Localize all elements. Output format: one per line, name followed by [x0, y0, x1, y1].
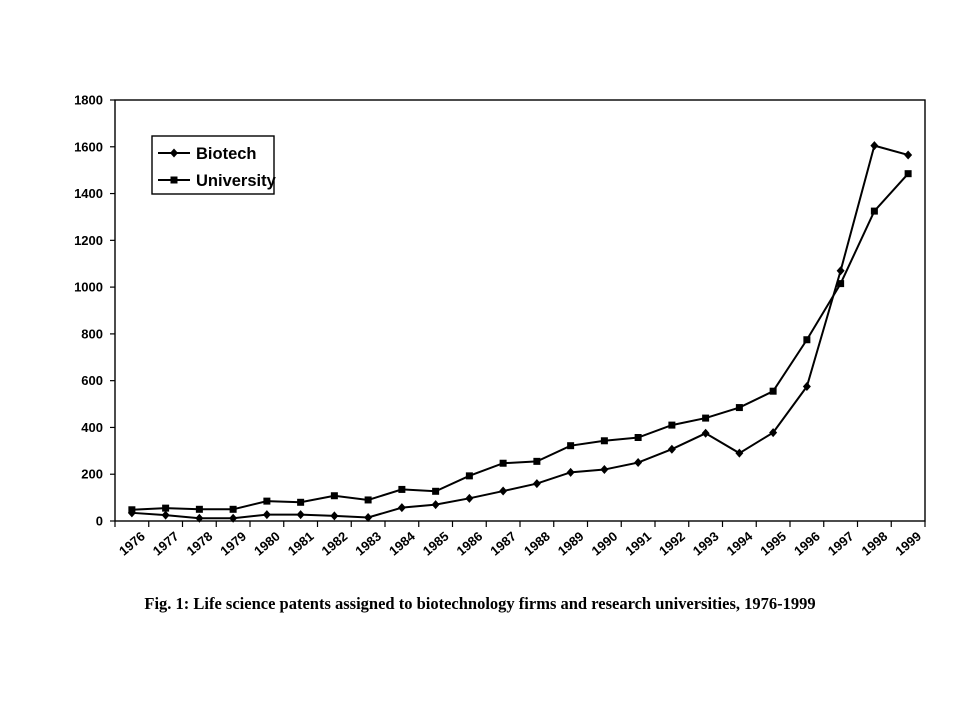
data-point-university: [870, 207, 878, 215]
data-point-biotech: [195, 513, 204, 523]
data-point-biotech: [600, 465, 609, 475]
x-tick-label: 1988: [521, 529, 553, 559]
data-point-university: [533, 457, 541, 465]
data-point-university: [600, 437, 608, 445]
data-point-university: [567, 442, 575, 450]
y-tick-label: 1000: [74, 280, 103, 295]
x-tick-label: 1993: [690, 529, 722, 559]
data-point-university: [229, 505, 237, 513]
y-tick-label: 200: [81, 467, 103, 482]
y-tick-label: 1200: [74, 233, 103, 248]
data-point-university: [837, 280, 845, 288]
x-tick-label: 1990: [589, 529, 621, 559]
data-point-university: [398, 485, 406, 493]
x-tick-label: 1980: [251, 529, 283, 559]
data-point-university: [297, 498, 305, 506]
series-line-university: [131, 173, 909, 511]
y-tick-label: 1400: [74, 186, 103, 201]
x-tick-label: 1985: [420, 529, 452, 559]
data-point-university: [668, 421, 676, 429]
x-tick-label: 1999: [892, 529, 924, 559]
x-tick-label: 1987: [487, 529, 519, 559]
data-point-biotech: [465, 493, 474, 503]
y-tick-label: 0: [96, 514, 103, 529]
data-point-university: [128, 506, 136, 514]
x-tick-label: 1976: [116, 529, 148, 559]
x-tick-label: 1983: [352, 529, 384, 559]
data-point-biotech: [296, 510, 305, 520]
x-tick-label: 1992: [656, 529, 688, 559]
y-tick-label: 800: [81, 326, 103, 341]
data-point-biotech: [161, 510, 170, 520]
data-point-university: [803, 336, 811, 344]
figure-caption: Fig. 1: Life science patents assigned to…: [144, 594, 816, 613]
data-point-biotech: [397, 503, 406, 513]
data-point-biotech: [431, 500, 440, 510]
data-point-biotech: [330, 511, 339, 521]
legend-marker-university: [170, 176, 178, 184]
data-point-university: [465, 472, 473, 480]
x-tick-label: 1998: [859, 529, 891, 559]
data-point-biotech: [836, 266, 845, 276]
legend-label-university: University: [196, 172, 277, 190]
data-point-university: [769, 387, 777, 395]
data-point-biotech: [769, 428, 778, 438]
data-point-biotech: [364, 512, 373, 522]
data-point-biotech: [735, 448, 744, 458]
x-tick-label: 1986: [454, 529, 486, 559]
y-tick-label: 1800: [74, 93, 103, 108]
data-point-biotech: [667, 444, 676, 454]
data-point-biotech: [532, 479, 541, 489]
legend-marker-biotech: [170, 148, 178, 158]
data-point-university: [634, 434, 642, 442]
data-point-university: [499, 459, 507, 467]
series-line-biotech: [131, 144, 909, 520]
x-tick-label: 1984: [386, 528, 418, 559]
legend-box: [151, 135, 275, 195]
data-point-university: [432, 487, 440, 495]
x-tick-label: 1989: [555, 529, 587, 559]
x-tick-label: 1991: [622, 529, 654, 559]
x-tick-label: 1977: [150, 529, 182, 559]
data-point-biotech: [229, 513, 238, 523]
data-point-university: [364, 496, 372, 504]
y-tick-label: 600: [81, 373, 103, 388]
data-point-biotech: [499, 486, 508, 496]
x-tick-label: 1982: [319, 529, 351, 559]
x-tick-label: 1994: [724, 528, 756, 559]
y-tick-label: 1600: [74, 139, 103, 154]
data-point-biotech: [262, 510, 271, 520]
x-tick-label: 1995: [757, 529, 789, 559]
data-point-university: [330, 492, 338, 500]
data-point-biotech: [802, 382, 811, 392]
data-point-biotech: [634, 458, 643, 468]
x-tick-label: 1978: [184, 529, 216, 559]
data-point-biotech: [904, 150, 913, 160]
data-point-university: [195, 505, 203, 513]
x-tick-label: 1996: [791, 529, 823, 559]
legend-label-biotech: Biotech: [196, 145, 257, 163]
data-point-university: [735, 404, 743, 412]
data-point-biotech: [870, 141, 879, 151]
data-point-university: [904, 170, 912, 178]
data-point-university: [263, 497, 271, 505]
x-tick-label: 1997: [825, 529, 857, 559]
data-point-biotech: [566, 467, 575, 477]
data-point-university: [702, 414, 710, 422]
data-point-biotech: [701, 428, 710, 438]
data-point-university: [162, 504, 170, 512]
x-tick-label: 1979: [217, 529, 249, 559]
y-tick-label: 400: [81, 420, 103, 435]
x-tick-label: 1981: [285, 529, 317, 559]
